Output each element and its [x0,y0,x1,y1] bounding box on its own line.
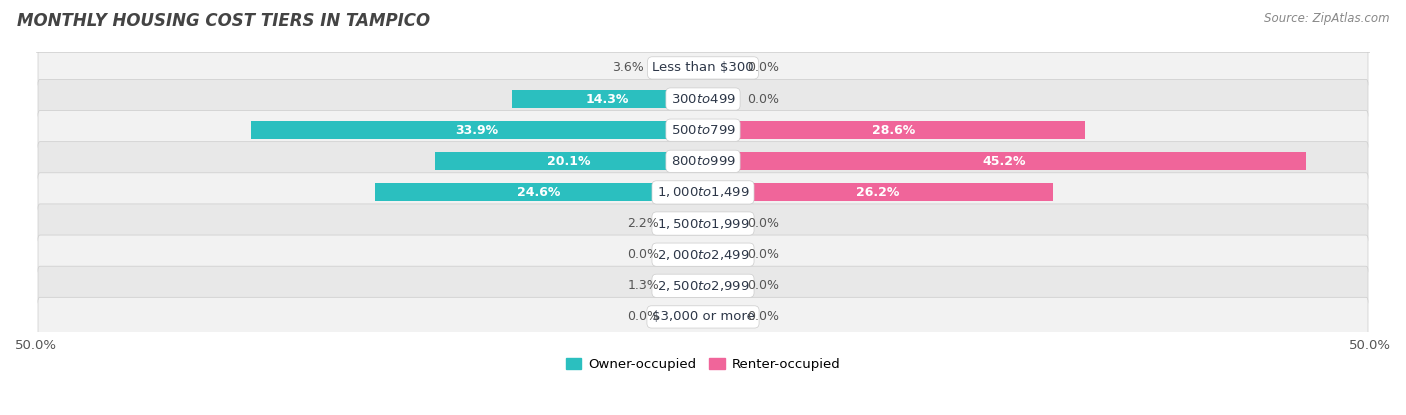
Text: 26.2%: 26.2% [856,186,900,199]
Text: 14.3%: 14.3% [586,93,630,105]
Text: 0.0%: 0.0% [747,279,779,292]
FancyBboxPatch shape [38,297,1368,337]
Bar [669,215,703,232]
Text: $800 to $999: $800 to $999 [671,155,735,168]
Text: 20.1%: 20.1% [547,155,591,168]
Text: 0.0%: 0.0% [747,61,779,74]
Bar [703,59,737,77]
Text: 0.0%: 0.0% [747,217,779,230]
Text: 2.2%: 2.2% [627,217,659,230]
Bar [655,59,703,77]
Bar [703,183,1053,201]
Legend: Owner-occupied, Renter-occupied: Owner-occupied, Renter-occupied [560,353,846,376]
Text: MONTHLY HOUSING COST TIERS IN TAMPICO: MONTHLY HOUSING COST TIERS IN TAMPICO [17,12,430,30]
Text: 33.9%: 33.9% [456,124,499,137]
FancyBboxPatch shape [38,48,1368,88]
Text: $500 to $799: $500 to $799 [671,124,735,137]
Bar [669,246,703,264]
Bar [669,277,703,295]
Text: $2,500 to $2,999: $2,500 to $2,999 [657,279,749,293]
Text: Less than $300: Less than $300 [652,61,754,74]
Bar [669,308,703,326]
Bar [375,183,703,201]
Bar [703,277,737,295]
Text: $1,500 to $1,999: $1,500 to $1,999 [657,217,749,231]
Text: 1.3%: 1.3% [627,279,659,292]
Bar [703,308,737,326]
Text: $2,000 to $2,499: $2,000 to $2,499 [657,248,749,262]
FancyBboxPatch shape [38,142,1368,181]
Text: 45.2%: 45.2% [983,155,1026,168]
Bar [703,215,737,232]
FancyBboxPatch shape [38,79,1368,119]
Text: 28.6%: 28.6% [872,124,915,137]
FancyBboxPatch shape [38,173,1368,212]
Text: 0.0%: 0.0% [747,248,779,261]
Text: $300 to $499: $300 to $499 [671,93,735,105]
Text: $1,000 to $1,499: $1,000 to $1,499 [657,186,749,200]
FancyBboxPatch shape [38,204,1368,243]
Bar [250,121,703,139]
Text: 0.0%: 0.0% [627,310,659,323]
Bar [703,246,737,264]
Bar [703,90,737,108]
Bar [703,152,1306,170]
Text: 24.6%: 24.6% [517,186,561,199]
FancyBboxPatch shape [38,110,1368,150]
FancyBboxPatch shape [38,235,1368,274]
Text: 0.0%: 0.0% [627,248,659,261]
Bar [434,152,703,170]
Bar [512,90,703,108]
Text: 3.6%: 3.6% [613,61,644,74]
FancyBboxPatch shape [38,266,1368,305]
Text: $3,000 or more: $3,000 or more [651,310,755,323]
Text: 0.0%: 0.0% [747,310,779,323]
Text: Source: ZipAtlas.com: Source: ZipAtlas.com [1264,12,1389,25]
Text: 0.0%: 0.0% [747,93,779,105]
Bar [703,121,1084,139]
